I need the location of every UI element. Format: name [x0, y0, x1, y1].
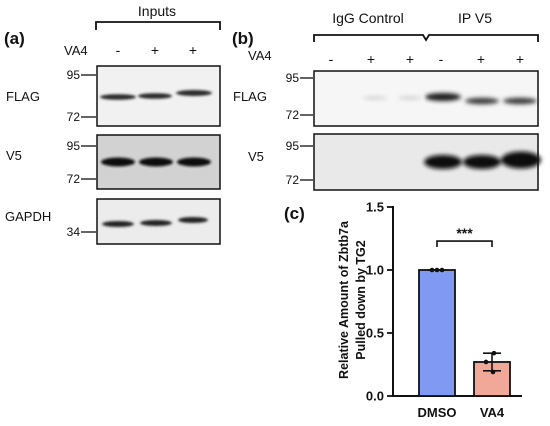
panel-b-lane-sign-4: -: [439, 51, 444, 67]
band: [138, 93, 172, 99]
panel-b-bracket: [313, 34, 539, 42]
panel-a-blot-gapdh-name: GAPDH: [5, 209, 51, 224]
panel-a-treatment-label: VA4: [64, 43, 88, 58]
panel-b-label: (b): [232, 29, 254, 48]
data-point: [483, 359, 489, 365]
panel-a-header: Inputs: [138, 3, 176, 19]
significance-bracket: [436, 240, 493, 248]
panel-a-gapdh-marker-34: 34: [67, 225, 81, 239]
band: [465, 97, 499, 105]
band: [463, 155, 501, 169]
panel-b-lane-sign-2: +: [367, 51, 375, 67]
y-axis-title: Relative Amount of Zbtb7a Pulled down by…: [337, 220, 368, 379]
panel-b-group-ipv5: IP V5: [458, 10, 492, 26]
panel-b-v5-marker-72: 72: [286, 173, 300, 187]
bar-chart: 0.0 0.5 1.0 1.5 DMSO VA4 ***: [366, 200, 522, 420]
y-tick-label: 1.0: [366, 263, 384, 278]
band: [501, 151, 541, 169]
data-point: [490, 369, 496, 375]
panel-a-flag-bands: [100, 90, 212, 100]
y-tick-label: 0.5: [366, 326, 384, 341]
data-point: [491, 350, 497, 356]
data-point: [434, 267, 440, 273]
inputs-bracket: [95, 21, 221, 30]
panel-b-blot-flag: [313, 70, 539, 127]
band: [140, 220, 172, 226]
panel-b-lane-sign-1: -: [329, 51, 334, 67]
panel-b-flag-marker-72: 72: [286, 108, 300, 122]
panel-a-label: (a): [4, 29, 25, 48]
band: [178, 217, 208, 223]
panel-a-v5-marker-95: 95: [67, 139, 81, 153]
panel-b-v5-marker-95: 95: [286, 139, 300, 153]
panel-b-blot-v5-name: V5: [248, 149, 264, 164]
data-point: [439, 267, 445, 273]
y-axis-title-line-1: Relative Amount of Zbtb7a: [337, 220, 351, 379]
panel-b-lane-sign-6: +: [516, 51, 524, 67]
y-tick-label: 0.0: [366, 389, 384, 404]
significance-label: ***: [456, 225, 473, 241]
panel-a: (a) Inputs VA4 - + + FLAG 95 72 V5 95 72: [4, 3, 221, 245]
panel-b-flag-bands: [363, 93, 537, 105]
panel-b-blot-flag-name: FLAG: [233, 89, 267, 104]
y-axis-title-line-2: Pulled down by TG2: [354, 240, 368, 360]
band: [101, 157, 135, 167]
band: [398, 96, 422, 100]
panel-b-lane-sign-5: +: [477, 51, 485, 67]
band: [100, 94, 136, 100]
band: [176, 90, 212, 96]
panel-b-treatment-label: VA4: [248, 48, 272, 63]
band: [363, 96, 387, 100]
y-tick-label: 1.5: [366, 200, 384, 215]
panel-a-v5-marker-72: 72: [67, 172, 81, 186]
panel-a-flag-marker-72: 72: [67, 110, 81, 124]
band: [177, 157, 211, 167]
bar-dmso: [418, 269, 456, 397]
panel-a-blot-v5-name: V5: [6, 148, 22, 163]
panel-a-lane-sign-2: +: [151, 42, 159, 58]
panel-a-flag-marker-95: 95: [67, 68, 81, 82]
panel-c-label: (c): [284, 204, 305, 223]
panel-b-lane-sign-3: +: [406, 51, 414, 67]
panel-b-flag-marker-95: 95: [286, 71, 300, 85]
band: [424, 155, 462, 169]
panel-a-lane-sign-1: -: [116, 42, 121, 58]
panel-b: (b) IgG Control IP V5 VA4 - + + - + + FL…: [232, 10, 541, 191]
band: [425, 93, 461, 101]
panel-b-v5-bands: [424, 151, 541, 169]
panel-a-v5-bands: [101, 157, 211, 167]
data-point: [429, 267, 435, 273]
panel-b-group-igg: IgG Control: [332, 10, 404, 26]
x-tick-label-dmso: DMSO: [418, 405, 457, 420]
panel-c: (c) Relative Amount of Zbtb7a Pulled dow…: [284, 200, 522, 420]
x-tick-label-va4: VA4: [480, 405, 505, 420]
band: [503, 97, 537, 105]
band: [139, 157, 173, 167]
panel-a-lane-sign-3: +: [189, 42, 197, 58]
band: [102, 221, 134, 227]
panel-a-blot-flag-name: FLAG: [6, 89, 40, 104]
panel-a-gapdh-bands: [102, 217, 208, 227]
